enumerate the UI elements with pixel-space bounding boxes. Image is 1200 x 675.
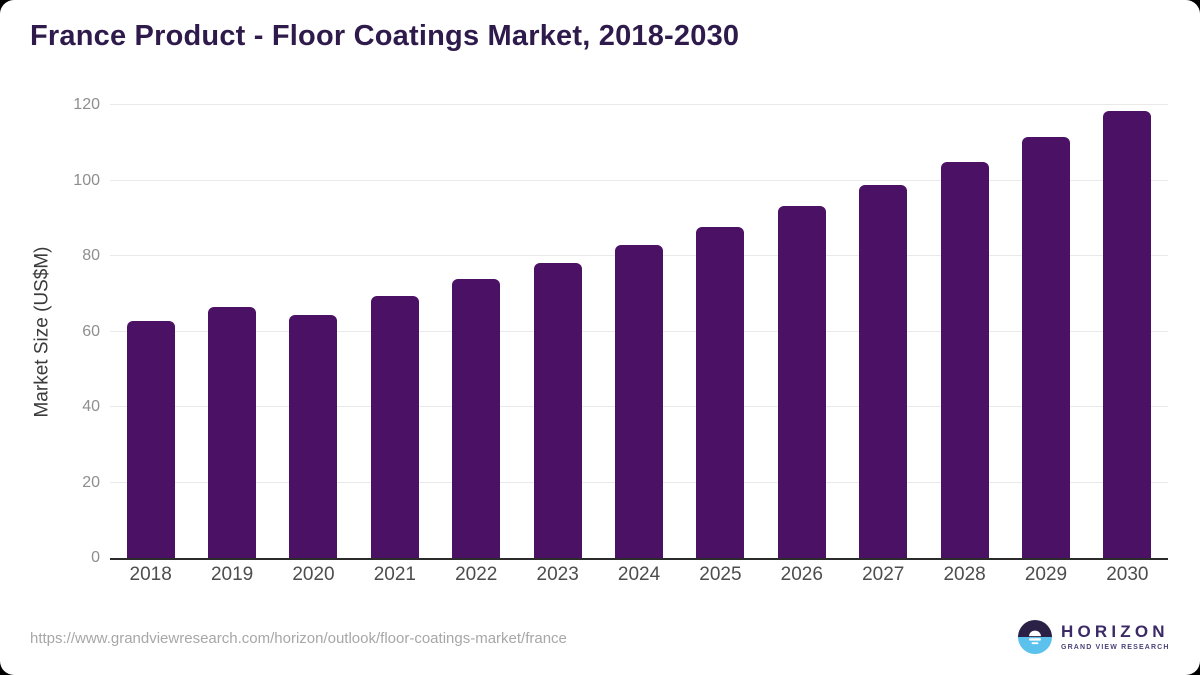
bar-2027: [859, 185, 908, 558]
y-tick-label-100: 100: [73, 171, 100, 189]
bar-2018: [126, 320, 175, 558]
bar-2022: [452, 279, 501, 558]
x-axis-label-2024: 2024: [617, 564, 661, 585]
x-axis-labels: 2018 2019 2020 2021 2022 2023 2024 2025 2026 2027…: [110, 564, 1168, 586]
y-tick-label-0: 0: [91, 549, 100, 566]
logo-text: HORIZON GRAND VIEW RESEARCH: [1061, 622, 1170, 651]
brand-tagline: GRAND VIEW RESEARCH: [1061, 643, 1170, 651]
y-tick-label-80: 80: [82, 247, 100, 265]
x-axis-label-2023: 2023: [536, 564, 579, 585]
y-axis-title: Market Size (US$M): [24, 105, 62, 558]
bar-2024: [615, 244, 664, 558]
bar-slot-2029: [1005, 105, 1086, 558]
bar-slot-2028: [924, 105, 1005, 558]
gridline-100: [110, 179, 1168, 181]
y-tick-label-40: 40: [82, 398, 100, 416]
horizon-logo: HORIZON GRAND VIEW RESEARCH: [1018, 620, 1170, 654]
y-tick-label-120: 120: [73, 96, 100, 113]
bar-slot-2026: [761, 105, 842, 558]
bar-2021: [370, 295, 419, 558]
bar-slot-2020: [273, 105, 354, 558]
source-url: https://www.grandviewresearch.com/horizo…: [30, 630, 567, 647]
plot-area: 0 20 40 60 80 100 120: [73, 96, 1168, 566]
bar-slot-2019: [191, 105, 272, 558]
bar-2030: [1103, 110, 1152, 558]
y-axis-title-text: Market Size (US$M): [32, 245, 53, 418]
bar-2028: [940, 162, 989, 558]
brand-name: HORIZON: [1061, 622, 1169, 642]
bar-2020: [289, 315, 338, 558]
chart-title: France Product - Floor Coatings Market, …: [30, 20, 740, 52]
y-tick-label-60: 60: [82, 322, 100, 340]
x-axis-label-2019: 2019: [210, 564, 254, 585]
x-axis-label-2025: 2025: [699, 564, 742, 585]
x-axis-label-2029: 2029: [1024, 564, 1068, 585]
bar-2019: [208, 306, 257, 558]
bar-2025: [696, 226, 745, 558]
sun-horizon-icon: [1018, 620, 1052, 654]
y-tick-label-20: 20: [82, 473, 100, 491]
x-axis-label-2022: 2022: [455, 564, 498, 585]
gridline-120: [110, 104, 1168, 105]
bar-2026: [777, 205, 826, 558]
bar-slot-2027: [843, 105, 924, 558]
bar-2023: [533, 262, 582, 558]
bar-2029: [1021, 137, 1070, 558]
x-axis-label-2028: 2028: [943, 564, 986, 585]
x-axis-label-2027: 2027: [862, 564, 905, 585]
x-axis-label-2018: 2018: [129, 564, 172, 585]
bars-layer: [110, 105, 1168, 558]
bar-slot-2024: [598, 105, 679, 558]
x-axis-label-2030: 2030: [1106, 564, 1149, 585]
x-axis-label-2026: 2026: [780, 564, 823, 585]
bar-slot-2025: [680, 105, 761, 558]
bar-slot-2030: [1087, 105, 1168, 558]
x-axis-label-2020: 2020: [292, 564, 335, 585]
bar-slot-2021: [354, 105, 435, 558]
bar-slot-2023: [517, 105, 598, 558]
bar-slot-2022: [436, 105, 517, 558]
x-axis-label-2021: 2021: [373, 564, 416, 585]
bar-slot-2018: [110, 105, 191, 558]
